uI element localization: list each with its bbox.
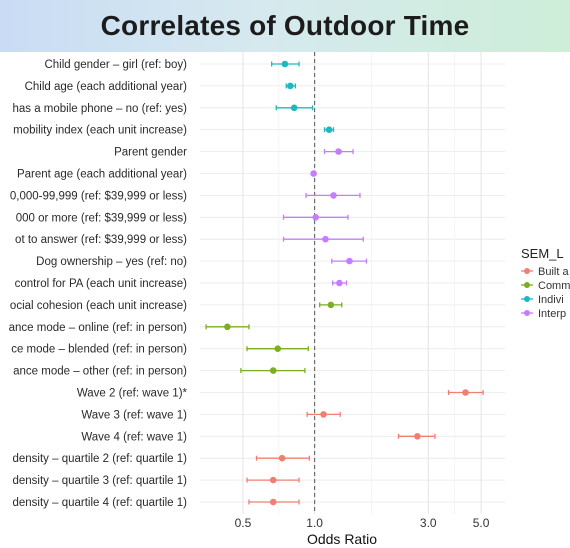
point-estimate <box>278 454 286 462</box>
row-label: Wave 3 (ref: wave 1) <box>81 409 187 421</box>
legend-entry-label: Built a <box>538 266 569 278</box>
point-estimate <box>274 345 282 353</box>
row-label: density – quartile 2 (ref: quartile 1) <box>12 453 187 465</box>
point-estimate <box>462 389 469 396</box>
data-marks <box>205 60 484 506</box>
row-label: Wave 2 (ref: wave 1)* <box>77 388 188 400</box>
point-estimate <box>224 323 231 331</box>
point-estimate <box>320 411 327 418</box>
row-label: ot to answer (ref: $39,999 or less) <box>15 234 187 246</box>
legend-title: SEM_L <box>521 246 564 261</box>
row-label: density – quartile 3 (ref: quartile 1) <box>12 475 187 487</box>
point-estimate <box>286 82 294 90</box>
chart-title-bar: Correlates of Outdoor Time <box>0 0 570 52</box>
x-tick-label: 0.5 <box>235 516 252 530</box>
legend-entry-label: Indivi <box>538 294 564 306</box>
row-label: 000 or more (ref: $39,999 or less) <box>16 212 187 224</box>
row-label: Child age (each additional year) <box>25 81 188 93</box>
legend-entry-label: Comm <box>538 280 570 292</box>
point-estimate <box>281 60 289 68</box>
point-estimate <box>327 301 335 309</box>
point-estimate <box>414 433 421 440</box>
chart-title: Correlates of Outdoor Time <box>100 10 470 41</box>
legend: SEM_L Built a Comm Indivi Interp <box>521 246 570 320</box>
point-estimate <box>336 279 343 287</box>
x-tick-label: 5.0 <box>473 516 490 530</box>
row-label: mobility index (each unit increase) <box>13 125 187 137</box>
row-label: Parent age (each additional year) <box>17 169 187 181</box>
point-estimate <box>269 498 277 506</box>
row-label: control for PA (each unit increase) <box>15 278 188 290</box>
x-tick-label: 3.0 <box>420 516 437 530</box>
row-label: ce mode – blended (ref: in person) <box>11 344 187 356</box>
row-label: 0,000-99,999 (ref: $39,999 or less) <box>10 190 187 202</box>
point-estimate <box>310 170 317 177</box>
legend-entry-label: Interp <box>538 308 566 320</box>
legend-key-point <box>524 282 530 288</box>
point-estimate <box>346 257 353 265</box>
legend-key-point <box>524 268 530 274</box>
row-label: Dog ownership – yes (ref: no) <box>36 256 187 268</box>
x-axis-ticks: 0.5 1.0 3.0 5.0 <box>235 516 490 530</box>
point-estimate <box>322 235 329 243</box>
row-label: ocial cohesion (each unit increase) <box>10 300 187 312</box>
row-label: ance mode – other (ref: in person) <box>13 366 187 378</box>
point-estimate <box>269 476 277 484</box>
point-estimate <box>269 367 277 374</box>
point-estimate <box>325 126 333 133</box>
row-label: Wave 4 (ref: wave 1) <box>81 431 187 443</box>
x-axis-label: Odds Ratio <box>307 531 377 547</box>
point-estimate <box>290 104 298 112</box>
row-label: density – quartile 4 (ref: quartile 1) <box>12 497 187 509</box>
point-estimate <box>330 192 337 199</box>
row-label: Child gender – girl (ref: boy) <box>44 59 187 71</box>
row-label: ance mode – online (ref: in person) <box>9 322 188 334</box>
point-estimate <box>312 214 319 221</box>
legend-key-point <box>524 296 530 302</box>
row-labels: Child gender – girl (ref: boy) Child age … <box>9 59 188 509</box>
legend-key-point <box>524 310 530 316</box>
row-label: has a mobile phone – no (ref: yes) <box>12 103 187 115</box>
row-label: Parent gender <box>114 147 187 159</box>
x-tick-label: 1.0 <box>306 516 323 530</box>
point-estimate <box>335 148 342 155</box>
